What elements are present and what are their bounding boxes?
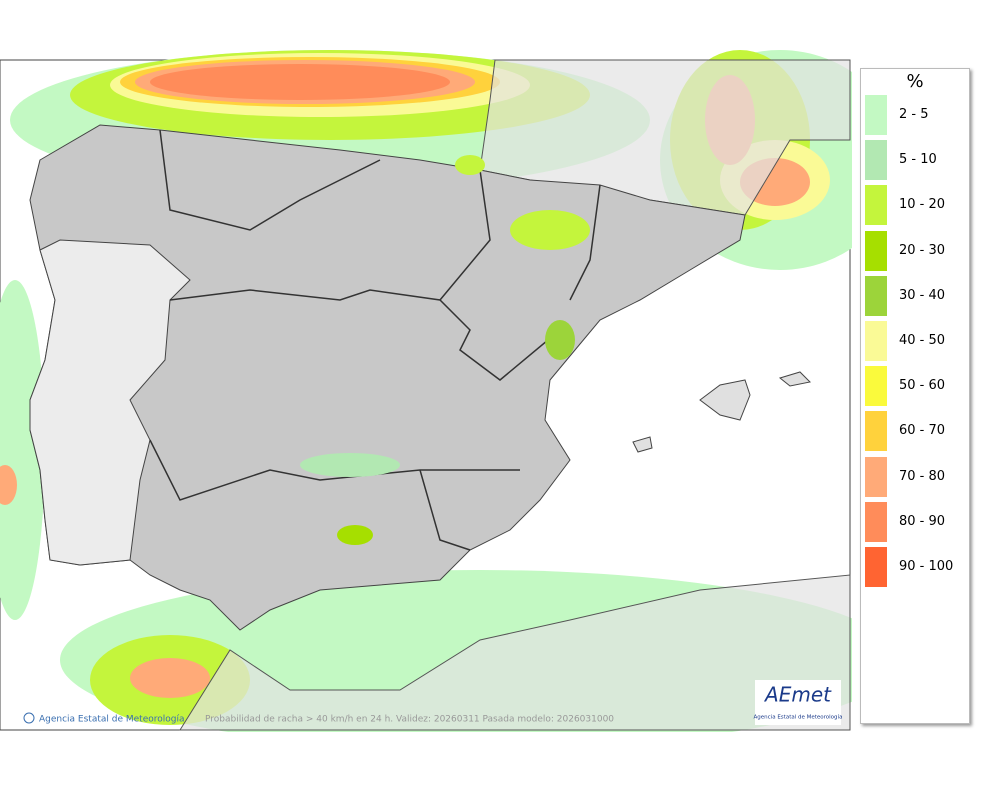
legend-label: 60 - 70 [899, 423, 946, 439]
legend-label: 70 - 80 [899, 468, 946, 484]
field [337, 525, 373, 545]
region-borders [149, 129, 601, 551]
field [510, 210, 590, 250]
legend-swatch [865, 95, 887, 135]
legend-swatch [865, 321, 887, 361]
legend-swatch [865, 547, 887, 587]
copyright-icon [23, 712, 35, 724]
field [300, 453, 400, 477]
field [130, 658, 210, 698]
legend-swatch [865, 411, 887, 452]
legend-label: 30 - 40 [899, 287, 946, 303]
legend-swatch [865, 366, 887, 407]
credit: Agencia Estatal de Meteorología [39, 715, 185, 725]
legend-swatch [865, 185, 887, 226]
legend-label: 90 - 100 [899, 559, 954, 574]
logo-box [755, 680, 841, 725]
portugal [29, 239, 191, 566]
field [455, 155, 485, 175]
legend-label: 40 - 50 [899, 333, 946, 348]
mallorca [699, 379, 751, 421]
caption: Probabilidad de racha > 40 km/h en 24 h.… [205, 715, 614, 725]
africa [179, 574, 851, 731]
field [150, 64, 450, 100]
legend-label: 10 - 20 [899, 197, 946, 213]
field [545, 320, 575, 360]
legend-swatch [865, 456, 887, 497]
map: Agencia Estatal de Meteorología Probabil… [0, 50, 852, 732]
border [159, 129, 381, 231]
legend-swatch [865, 501, 887, 542]
legend-label: 50 - 60 [899, 378, 946, 394]
legend-title: % [906, 71, 924, 92]
field [0, 280, 45, 620]
legend-swatch [865, 230, 887, 271]
border [569, 184, 601, 301]
field [0, 465, 17, 505]
border [439, 169, 491, 301]
legend-label: 2 - 5 [899, 107, 929, 122]
legend-label: 20 - 30 [899, 242, 946, 258]
legend-swatch [865, 140, 887, 181]
border [419, 469, 471, 551]
logo-name: AEmet [763, 683, 832, 707]
ibiza [632, 436, 653, 453]
legend-swatch [865, 275, 887, 316]
logo-subtitle: Agencia Estatal de Meteorología [754, 714, 843, 721]
legend-label: 5 - 10 [899, 152, 937, 168]
legend: % 2 - 5 5 - 10 10 - 20 20 - 30 30 - 40 40 - 5… [860, 68, 970, 724]
border [149, 439, 520, 501]
legend-label: 80 - 90 [899, 513, 946, 529]
menorca [778, 371, 812, 387]
